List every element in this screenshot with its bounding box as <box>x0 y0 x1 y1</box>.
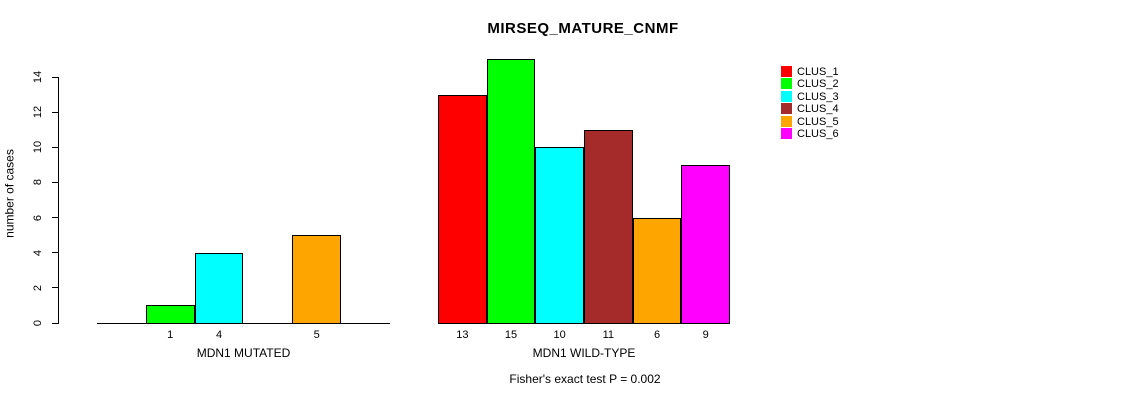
bar-value-label: 15 <box>504 329 518 341</box>
y-tick-mark <box>52 181 58 183</box>
legend-swatch <box>781 115 792 127</box>
x-axis-baseline <box>97 323 390 324</box>
bar <box>584 129 633 324</box>
bar <box>438 94 487 324</box>
y-axis-label: number of cases <box>2 149 17 238</box>
y-tick-label: 2 <box>32 284 44 291</box>
y-tick-mark <box>52 217 58 219</box>
y-tick-mark <box>52 111 58 113</box>
bar-value-label: 10 <box>553 329 566 341</box>
y-tick-mark <box>52 252 58 254</box>
y-tick-label: 0 <box>32 319 44 327</box>
stat-note: Fisher's exact test P = 0.002 <box>509 372 661 386</box>
legend-swatch <box>781 128 792 139</box>
bar-value-label: 4 <box>216 329 223 341</box>
legend-label: CLUS_3 <box>797 90 839 103</box>
legend-label: CLUS_1 <box>797 66 839 78</box>
legend-label: CLUS_5 <box>797 115 839 128</box>
bar-value-label: 11 <box>602 329 615 341</box>
legend-swatch <box>781 90 792 102</box>
bar-value-label: 9 <box>702 329 709 341</box>
y-tick-label: 10 <box>32 141 44 154</box>
bar-value-label: 6 <box>653 329 661 341</box>
legend-label: CLUS_6 <box>797 128 839 140</box>
bar-value-label: 1 <box>167 329 174 341</box>
y-tick-mark <box>52 287 58 289</box>
bar <box>681 164 730 324</box>
y-axis <box>58 77 59 324</box>
legend-swatch <box>781 66 792 77</box>
y-tick-label: 12 <box>32 105 44 119</box>
y-tick-mark <box>52 76 58 78</box>
y-tick-label: 6 <box>32 214 44 221</box>
bar <box>292 235 342 324</box>
bar <box>535 147 584 324</box>
y-tick-mark <box>52 146 58 148</box>
legend-label: CLUS_4 <box>797 103 839 116</box>
legend-swatch <box>781 103 792 115</box>
bar <box>145 305 195 324</box>
chart-title: MIRSEQ_MATURE_CNMF <box>487 20 679 37</box>
y-tick-label: 8 <box>32 179 44 186</box>
bar <box>486 59 536 324</box>
bar <box>632 217 682 324</box>
bar <box>194 252 244 324</box>
y-tick-label: 4 <box>32 249 44 256</box>
y-tick-label: 14 <box>32 70 44 84</box>
bar-value-label: 13 <box>456 329 469 341</box>
legend-swatch <box>781 78 792 90</box>
legend-label: CLUS_2 <box>797 78 839 91</box>
y-tick-mark <box>52 322 58 324</box>
group-label-wildtype: MDN1 WILD-TYPE <box>532 346 636 360</box>
bar-value-label: 5 <box>313 329 320 341</box>
group-label-mutated: MDN1 MUTATED <box>196 346 291 360</box>
